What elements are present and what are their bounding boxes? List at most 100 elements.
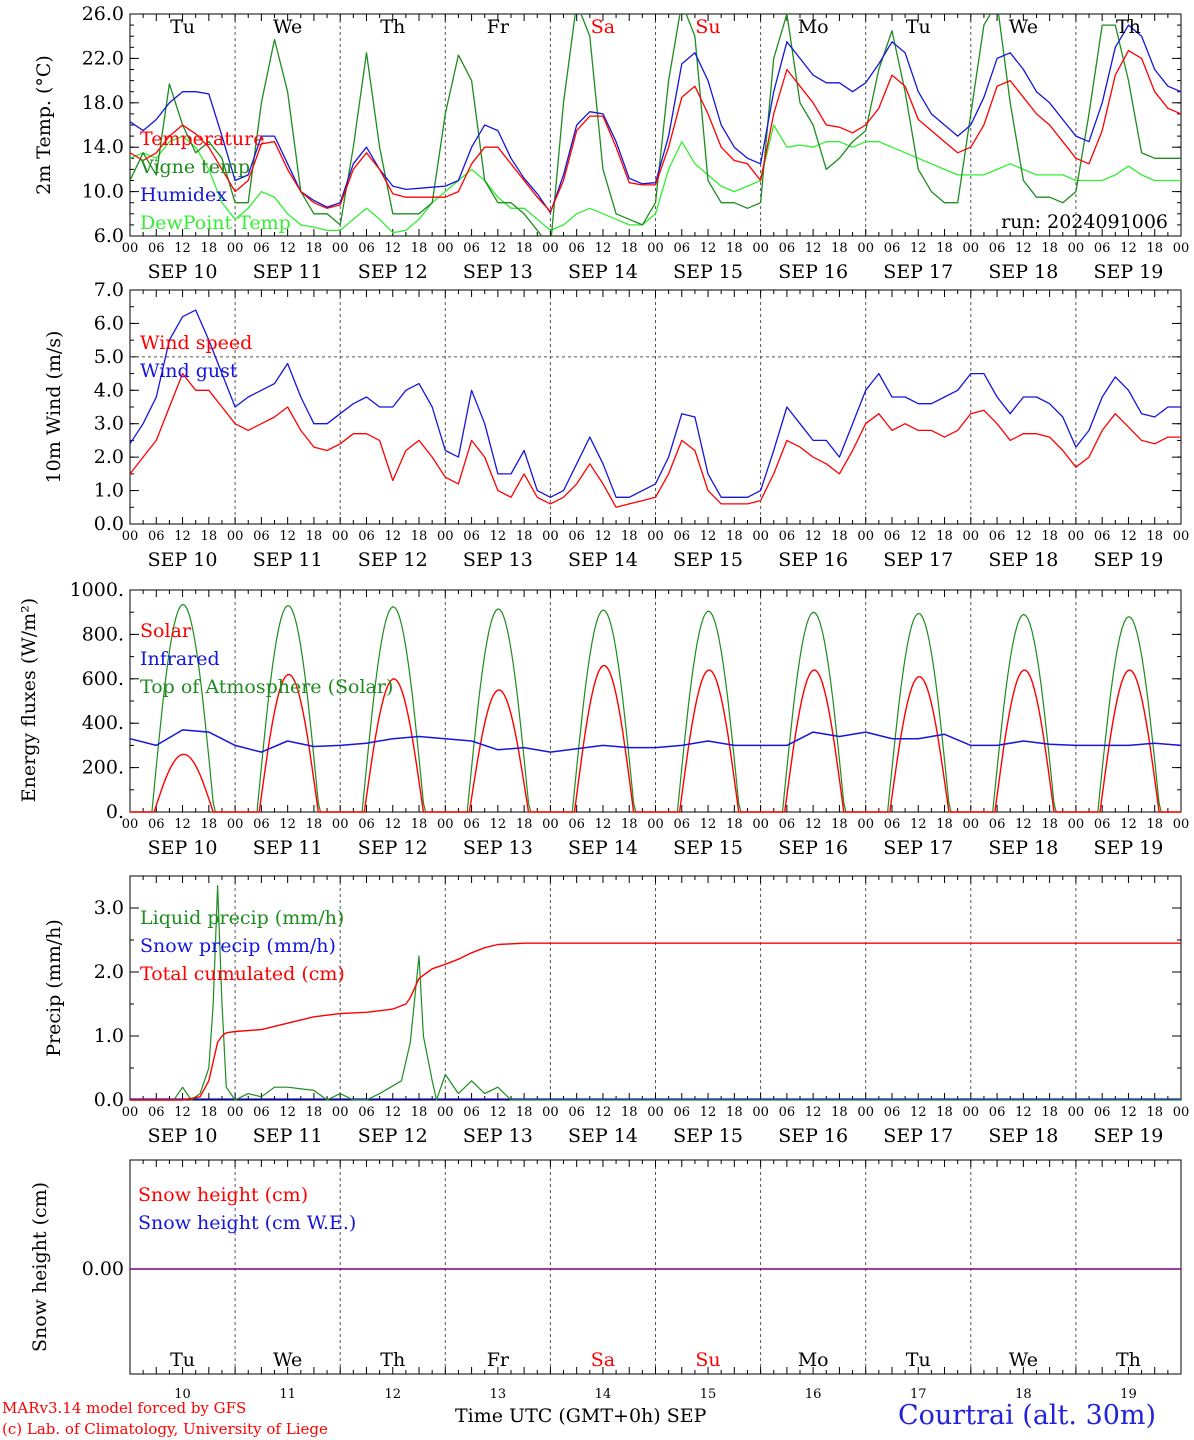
wind-hour-label: 00 — [227, 529, 244, 544]
energy-hour-label: 12 — [384, 817, 401, 832]
wind-hour-label: 18 — [306, 529, 323, 544]
snow-day-name: Fr — [487, 1349, 510, 1371]
temperature-series-dewpoint-temp — [130, 124, 1181, 234]
energy-hour-label: 12 — [490, 817, 507, 832]
precip-hour-label: 18 — [516, 1105, 533, 1120]
lab-credit: (c) Lab. of Climatology, University of L… — [2, 1420, 328, 1438]
precip-hour-label: 06 — [253, 1105, 270, 1120]
energy-hour-label: 06 — [989, 817, 1006, 832]
precip-hour-label: 06 — [1094, 1105, 1111, 1120]
temperature-legend-entry: Vigne temp — [139, 156, 250, 178]
energy-hour-label: 00 — [122, 817, 139, 832]
wind-hour-label: 18 — [621, 529, 638, 544]
wind-series-wind-gust — [129, 309, 1181, 498]
temperature-y-tick-label: 26.0 — [82, 3, 124, 25]
precip-hour-label: 06 — [884, 1105, 901, 1120]
temperature-hour-label: 12 — [174, 241, 191, 256]
temperature-y-label: 2m Temp. (°C) — [33, 55, 55, 195]
precip-hour-label: 06 — [568, 1105, 585, 1120]
wind-hour-label: 06 — [568, 529, 585, 544]
snow-day-number: 17 — [910, 1387, 927, 1402]
energy-hour-label: 00 — [1068, 817, 1085, 832]
temperature-y-tick-label: 14.0 — [82, 136, 124, 158]
precip-hour-label: 12 — [805, 1105, 822, 1120]
x-axis-title: Time UTC (GMT+0h) SEP — [455, 1405, 707, 1427]
wind-hour-label: 06 — [779, 529, 796, 544]
wind-hour-label: 12 — [490, 529, 507, 544]
energy-hour-label: 12 — [910, 817, 927, 832]
wind-hour-label: 06 — [148, 529, 165, 544]
snow-day-name: Th — [380, 1349, 405, 1371]
temperature-day-name: Su — [695, 16, 720, 38]
wind-hour-label: 18 — [1041, 529, 1058, 544]
temperature-series-temperature — [130, 49, 1181, 213]
energy-date-label: SEP 14 — [568, 837, 638, 859]
energy-hour-label: 00 — [647, 817, 664, 832]
precip-hour-label: 00 — [332, 1105, 349, 1120]
snow-y-label: Snow height (cm) — [29, 1182, 51, 1352]
temperature-hour-label: 06 — [884, 241, 901, 256]
energy-series-infrared — [129, 729, 1182, 753]
precip-legend-entry: Liquid precip (mm/h) — [140, 907, 344, 929]
temperature-date-label: SEP 19 — [1094, 261, 1164, 283]
energy-hour-label: 18 — [306, 817, 323, 832]
energy-hour-label: 06 — [463, 817, 480, 832]
temperature-date-label: SEP 18 — [988, 261, 1058, 283]
wind-hour-label: 12 — [700, 529, 717, 544]
precip-hour-label: 12 — [490, 1105, 507, 1120]
wind-hour-label: 18 — [936, 529, 953, 544]
wind-hour-label: 06 — [358, 529, 375, 544]
temperature-day-name: Tu — [170, 16, 195, 38]
temperature-hour-label: 12 — [384, 241, 401, 256]
energy-y-tick-label: 400. — [82, 712, 124, 734]
wind-hour-label: 00 — [857, 529, 874, 544]
temperature-y-tick-label: 10.0 — [82, 181, 124, 203]
energy-y-tick-label: 1000. — [70, 579, 124, 601]
precip-hour-label: 00 — [857, 1105, 874, 1120]
wind-date-label: SEP 17 — [883, 549, 953, 571]
precip-hour-label: 00 — [963, 1105, 980, 1120]
temperature-day-name: We — [273, 16, 302, 38]
precip-y-label: Precip (mm/h) — [43, 919, 65, 1057]
precip-hour-label: 12 — [1120, 1105, 1137, 1120]
temperature-hour-label: 06 — [568, 241, 585, 256]
precip-hour-label: 00 — [437, 1105, 454, 1120]
precip-date-label: SEP 14 — [568, 1125, 638, 1147]
precip-hour-label: 06 — [989, 1105, 1006, 1120]
wind-hour-label: 18 — [201, 529, 218, 544]
energy-date-label: SEP 11 — [253, 837, 323, 859]
temperature-hour-label: 06 — [463, 241, 480, 256]
wind-hour-label: 00 — [647, 529, 664, 544]
energy-series-solar — [130, 665, 1181, 813]
temperature-hour-label: 00 — [647, 241, 664, 256]
snow-day-number: 10 — [174, 1387, 191, 1402]
temperature-day-name: Fr — [487, 16, 510, 38]
wind-y-tick-label: 7.0 — [94, 279, 124, 301]
wind-date-label: SEP 16 — [778, 549, 848, 571]
precip-hour-label: 18 — [831, 1105, 848, 1120]
precip-hour-label: 00 — [227, 1105, 244, 1120]
temperature-hour-label: 00 — [542, 241, 559, 256]
temperature-hour-label: 12 — [1015, 241, 1032, 256]
temperature-date-label: SEP 12 — [358, 261, 428, 283]
energy-date-label: SEP 19 — [1094, 837, 1164, 859]
temperature-hour-label: 18 — [726, 241, 743, 256]
temperature-day-name: Tu — [906, 16, 931, 38]
precip-hour-label: 00 — [1173, 1105, 1190, 1120]
energy-hour-label: 18 — [831, 817, 848, 832]
energy-y-label: Energy fluxes (W/m²) — [18, 598, 40, 802]
precip-y-tick-label: 3.0 — [94, 897, 124, 919]
precip-y-tick-label: 1.0 — [94, 1025, 124, 1047]
temperature-hour-label: 00 — [437, 241, 454, 256]
temperature-hour-label: 18 — [1146, 241, 1163, 256]
energy-hour-label: 00 — [542, 817, 559, 832]
wind-y-tick-label: 4.0 — [94, 379, 124, 401]
wind-hour-label: 00 — [332, 529, 349, 544]
wind-y-tick-label: 6.0 — [94, 312, 124, 334]
snow-y-tick-label: 0.00 — [82, 1258, 124, 1280]
energy-hour-label: 06 — [884, 817, 901, 832]
temperature-day-name: We — [1009, 16, 1038, 38]
energy-hour-label: 00 — [1173, 817, 1190, 832]
run-annotation: run: 2024091006 — [1001, 211, 1168, 233]
